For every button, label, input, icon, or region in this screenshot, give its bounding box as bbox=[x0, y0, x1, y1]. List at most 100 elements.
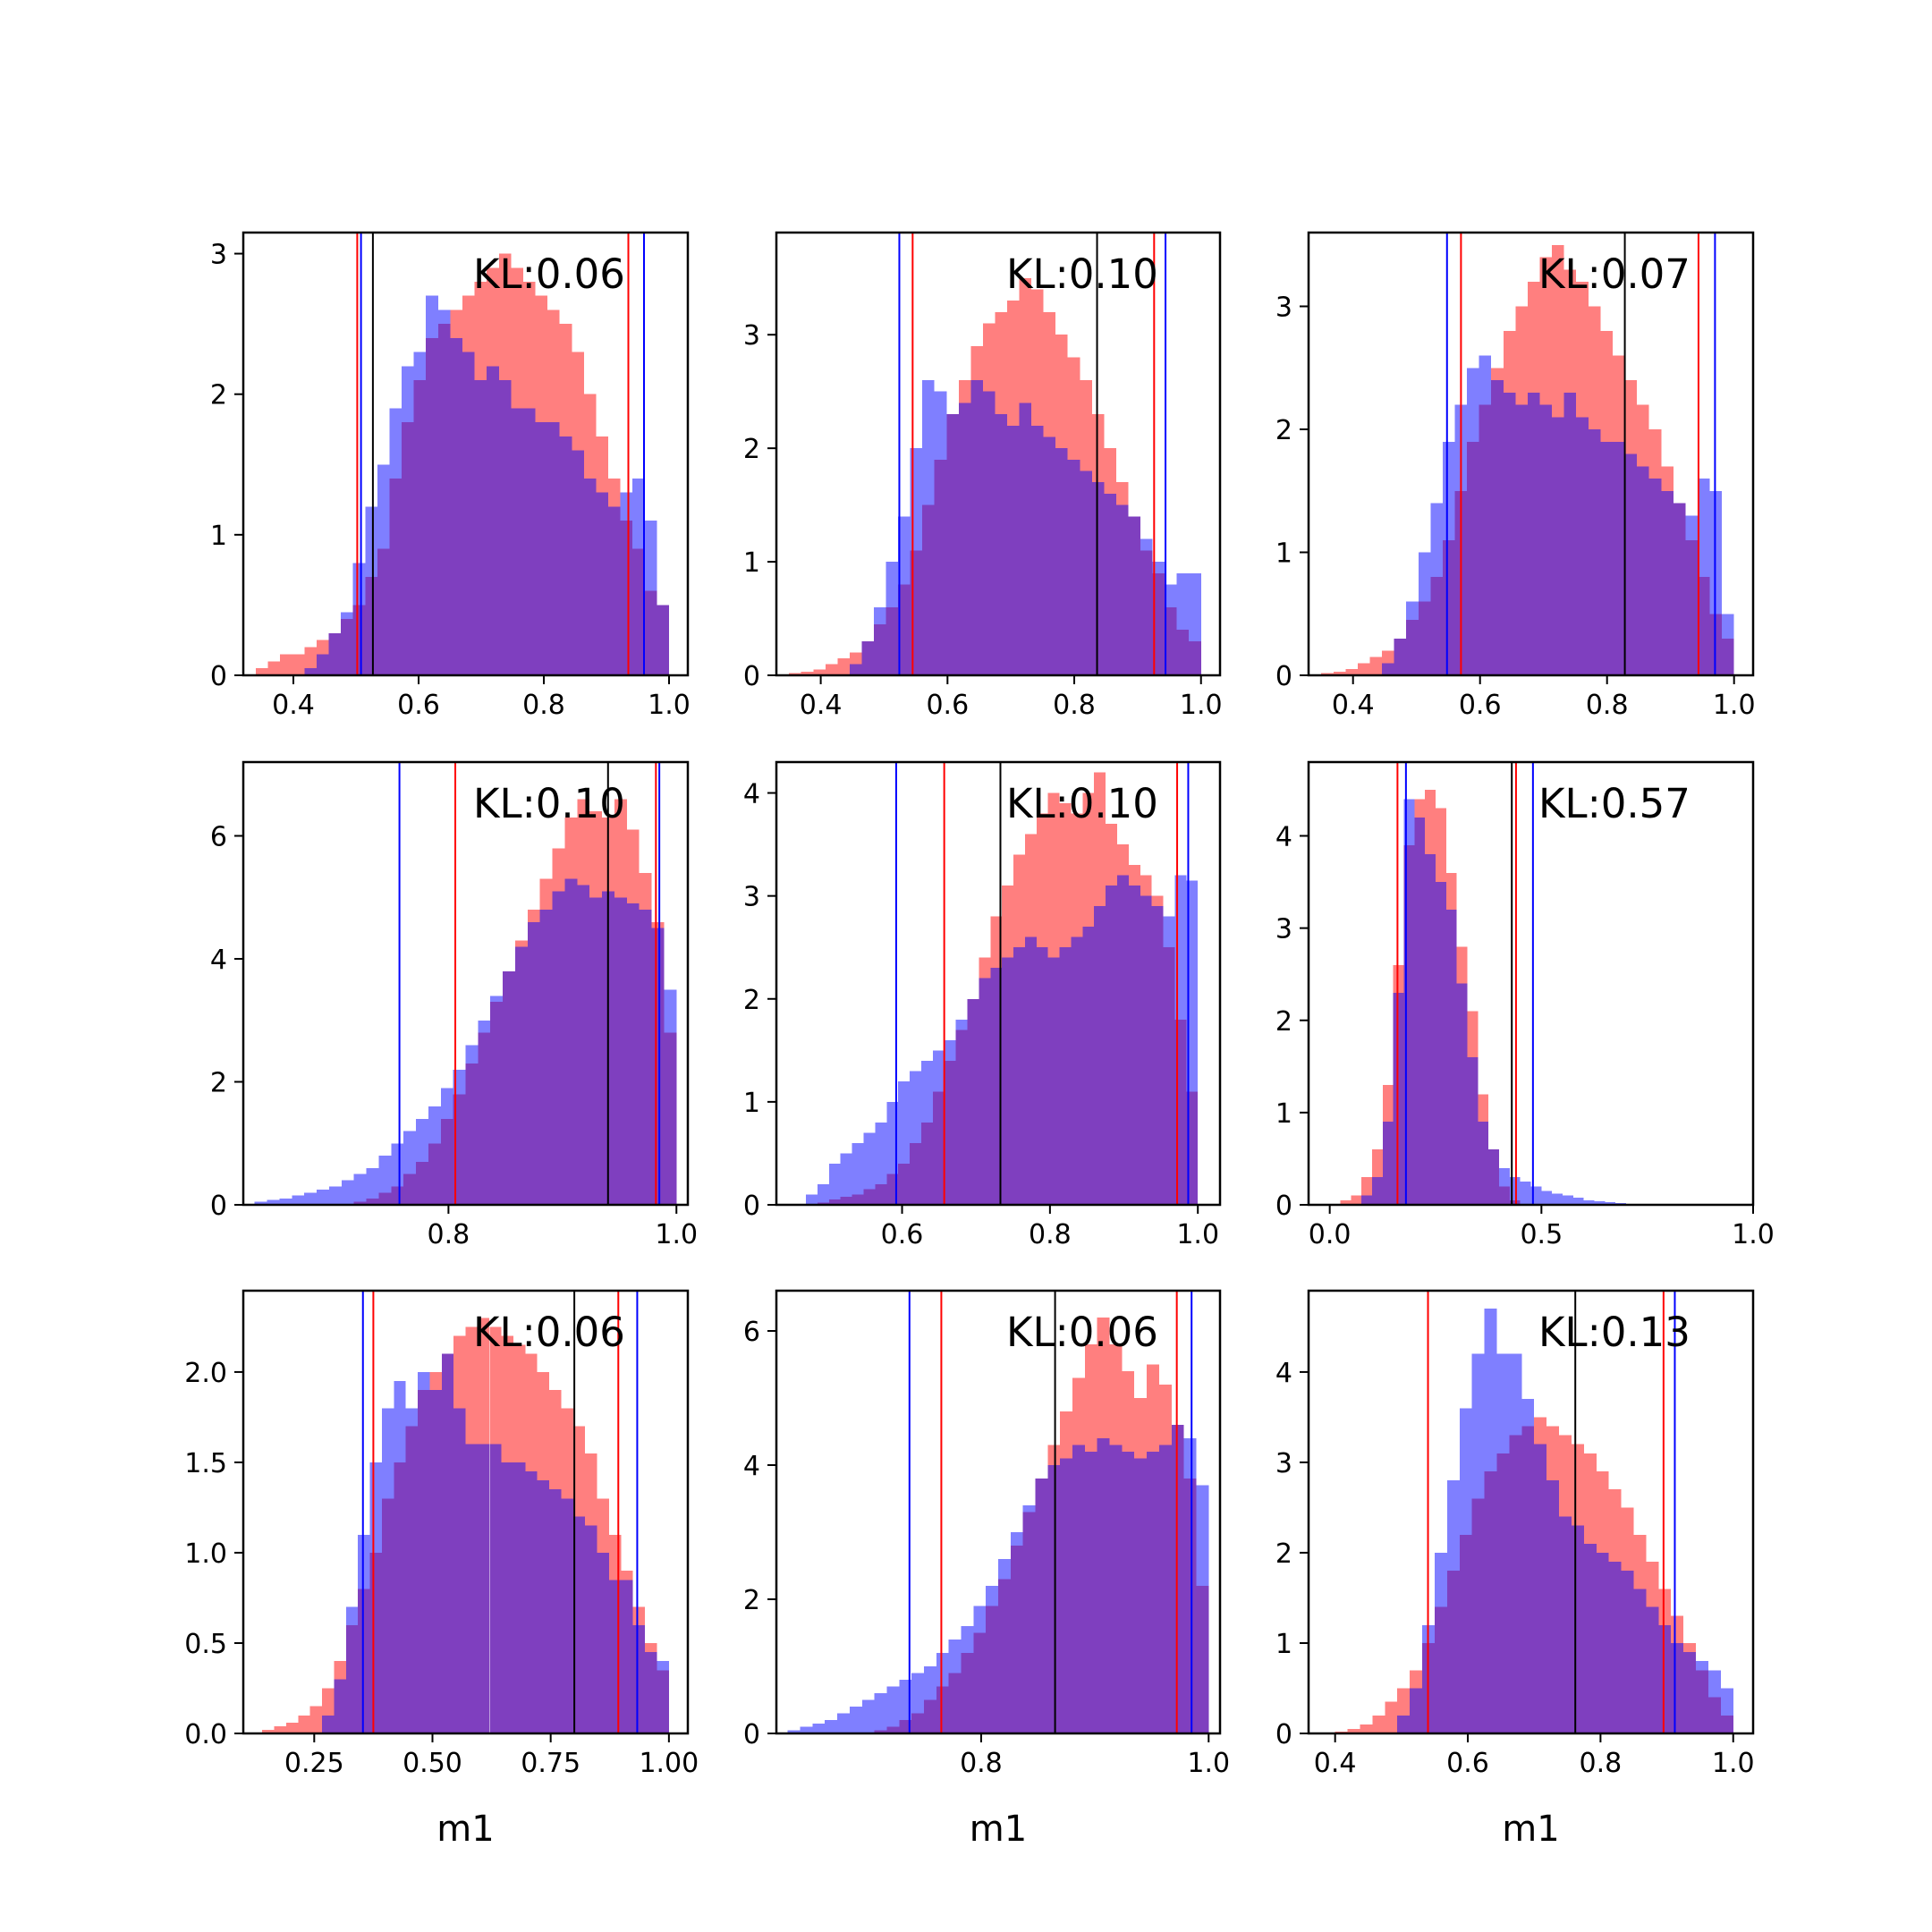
x-tick-label: 0.6 bbox=[926, 690, 969, 721]
histogram-bar bbox=[1152, 562, 1165, 675]
histogram-bar bbox=[1091, 482, 1105, 675]
y-tick-label: 3 bbox=[210, 240, 227, 271]
histogram-bar bbox=[1552, 417, 1564, 675]
histogram-bar bbox=[1140, 538, 1153, 675]
series-blue bbox=[254, 878, 677, 1205]
histogram-bar bbox=[413, 352, 427, 675]
histogram-bar bbox=[1563, 392, 1577, 675]
histogram-bar bbox=[1600, 441, 1613, 675]
plot-area bbox=[1335, 1291, 1733, 1733]
histogram-bar bbox=[1047, 1465, 1061, 1733]
histogram-bar bbox=[1515, 404, 1528, 675]
histogram-bar bbox=[1491, 380, 1504, 675]
x-tick-label: 0.4 bbox=[1332, 690, 1375, 721]
histogram-bar bbox=[1520, 1182, 1531, 1205]
histogram-bar bbox=[840, 1153, 852, 1205]
histogram-bar bbox=[1509, 1353, 1522, 1733]
histogram-panel-9: 0.4 0.6 0.8 1.0 0 1 2 3 4 KL:0.13 m1 bbox=[1275, 1289, 1755, 1850]
histogram-bar bbox=[465, 1444, 478, 1733]
histogram-bar bbox=[1382, 663, 1394, 675]
histogram-bar bbox=[552, 891, 565, 1205]
histogram-bar bbox=[861, 640, 874, 675]
histogram-bar bbox=[1637, 466, 1649, 675]
histogram-bar bbox=[1572, 1197, 1584, 1205]
y-tick-label: 6 bbox=[743, 1317, 760, 1348]
histogram-bar bbox=[1661, 490, 1674, 675]
histogram-bar bbox=[1163, 916, 1175, 1205]
histogram-bar bbox=[874, 1693, 887, 1733]
histogram-bar bbox=[377, 464, 390, 675]
histogram-bar bbox=[1055, 448, 1068, 675]
plot-area bbox=[262, 1291, 669, 1733]
histogram-bar bbox=[1382, 1122, 1394, 1205]
histogram-bar bbox=[547, 422, 560, 675]
histogram-bar bbox=[1559, 1516, 1572, 1733]
histogram-bar bbox=[944, 1039, 956, 1205]
histogram-bar bbox=[394, 1381, 406, 1733]
histogram-bar bbox=[1488, 1149, 1499, 1205]
histogram-bar bbox=[503, 970, 515, 1205]
histogram-bar bbox=[1496, 1353, 1510, 1733]
kl-annotation: KL:0.10 bbox=[1006, 780, 1158, 827]
y-tick-label: 1.5 bbox=[184, 1448, 227, 1479]
y-tick-label: 4 bbox=[1275, 822, 1292, 853]
histogram-bar bbox=[787, 1730, 801, 1733]
y-tick-label: 0 bbox=[210, 661, 227, 692]
histogram-panel-8: 0.8 1.0 0 2 4 6 KL:0.06 m1 bbox=[743, 1289, 1230, 1850]
y-tick-label: 3 bbox=[743, 882, 760, 913]
histogram-bar bbox=[525, 1471, 538, 1733]
x-tick-label: 0.8 bbox=[1580, 1748, 1623, 1779]
histogram-bar bbox=[789, 673, 801, 675]
histogram-bar bbox=[513, 1462, 526, 1733]
y-tick-label: 0.0 bbox=[184, 1719, 227, 1750]
y-tick-label: 1 bbox=[210, 521, 227, 552]
histogram-bar bbox=[1345, 669, 1358, 675]
plot-area bbox=[806, 762, 1199, 1205]
histogram-bar bbox=[1571, 1525, 1584, 1733]
histogram-bar bbox=[1539, 404, 1553, 675]
histogram-bar bbox=[1393, 992, 1404, 1205]
histogram-bar bbox=[1446, 1480, 1460, 1733]
histogram-bar bbox=[256, 668, 268, 675]
histogram-bar bbox=[462, 352, 475, 675]
histogram-bar bbox=[621, 1580, 633, 1733]
histogram-bar bbox=[267, 661, 281, 675]
histogram-bar bbox=[501, 1462, 513, 1733]
histogram-bar bbox=[334, 1679, 346, 1733]
histogram-bar bbox=[596, 492, 609, 675]
x-axis-label: m1 bbox=[436, 1809, 494, 1850]
histogram-bar bbox=[280, 654, 292, 675]
histogram-bar bbox=[440, 1088, 453, 1205]
histogram-bar bbox=[274, 1725, 286, 1733]
histogram-bar bbox=[345, 1606, 359, 1733]
y-tick-label: 0 bbox=[743, 661, 760, 692]
y-tick-label: 2 bbox=[743, 434, 760, 465]
x-axis-label: m1 bbox=[1502, 1809, 1559, 1850]
histogram-bar bbox=[564, 878, 578, 1205]
histogram-bar bbox=[812, 1723, 826, 1733]
axes-frame bbox=[1307, 1289, 1755, 1735]
histogram-bar bbox=[1333, 671, 1346, 675]
y-tick-label: 4 bbox=[743, 1451, 760, 1482]
histogram-bar bbox=[403, 1131, 417, 1205]
x-tick-label: 0.25 bbox=[284, 1748, 344, 1779]
histogram-bar bbox=[535, 422, 548, 675]
histogram-bar bbox=[1372, 1177, 1383, 1205]
histogram-panel-6: 0.0 0.5 1.0 0 1 2 3 4 KL:0.57 bbox=[1275, 760, 1775, 1250]
histogram-bar bbox=[353, 1174, 367, 1205]
histogram-bar bbox=[1484, 1309, 1497, 1733]
histogram-bar bbox=[1683, 1652, 1697, 1733]
histogram-bar bbox=[1140, 895, 1152, 1205]
y-tick-label: 2 bbox=[743, 1585, 760, 1616]
axes-frame bbox=[775, 231, 1222, 677]
histogram-bar bbox=[1608, 1562, 1622, 1733]
histogram-bar bbox=[886, 1686, 900, 1733]
axes-frame bbox=[242, 231, 690, 677]
y-tick-label: 2 bbox=[210, 380, 227, 411]
y-tick-label: 2 bbox=[1275, 1538, 1292, 1570]
x-tick-label: 1.0 bbox=[1187, 1748, 1230, 1779]
histogram-bar bbox=[437, 309, 451, 675]
histogram-bar bbox=[402, 366, 414, 675]
histogram-bar bbox=[572, 1516, 586, 1733]
y-tick-label: 0 bbox=[1275, 1719, 1292, 1750]
